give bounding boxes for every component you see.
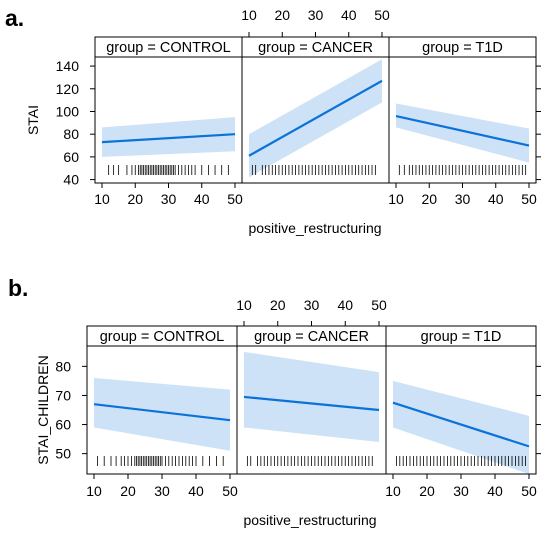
x-tick-label-top: 20 (270, 297, 286, 313)
x-tick-label: 10 (94, 191, 110, 207)
panel-label: a. (5, 5, 24, 31)
fit-line (243, 395, 380, 412)
x-tick-label-top: 30 (304, 297, 320, 313)
x-tick-label: 30 (161, 191, 177, 207)
facet-control: group = CONTROL 10 20 30 40 50 50 60 70 80 (55, 325, 238, 499)
x-tick-label: 20 (127, 191, 143, 207)
confidence-band (396, 103, 529, 163)
x-tick-label: 30 (453, 483, 469, 499)
strip-label: group = T1D (421, 329, 502, 345)
y-tick-label: 100 (56, 103, 80, 119)
strip-label: group = CONTROL (100, 329, 225, 345)
x-tick-label: 50 (222, 483, 238, 499)
y-tick-label: 80 (55, 358, 71, 374)
y-tick-label: 50 (55, 446, 71, 462)
x-tick-label: 10 (385, 483, 401, 499)
x-tick-label-top: 50 (374, 7, 390, 23)
x-tick-label-top: 10 (236, 297, 252, 313)
x-tick-label: 30 (154, 483, 170, 499)
x-tick-label: 50 (227, 191, 243, 207)
strip-label: group = CONTROL (106, 40, 231, 56)
x-tick-label-top: 50 (371, 297, 387, 313)
facet-control: group = CONTROL 10 20 30 40 50 40 60 80 100 120 140 (56, 36, 243, 207)
x-tick-label: 20 (421, 191, 437, 207)
y-tick-label: 70 (55, 387, 71, 403)
fit-line (395, 114, 530, 147)
x-tick-label: 20 (419, 483, 435, 499)
x-axis-title: positive_restructuring (243, 512, 376, 528)
x-tick-label: 40 (194, 191, 210, 207)
fit-line (101, 133, 236, 144)
confidence-band (244, 351, 379, 442)
y-axis-title: STAI_CHILDREN (35, 355, 51, 464)
y-tick-label: 140 (56, 58, 80, 74)
fit-line (392, 401, 530, 448)
confidence-band (94, 378, 230, 451)
strip-label: group = CANCER (254, 329, 369, 345)
x-tick-label: 50 (521, 483, 537, 499)
y-tick-label: 80 (63, 126, 79, 142)
x-tick-label-top: 10 (241, 7, 257, 23)
facet-t1d: group = T1D 10 20 30 40 50 (385, 325, 541, 499)
x-tick-label-top: 30 (308, 7, 324, 23)
fit-line (93, 403, 231, 422)
strip-label: group = T1D (422, 40, 503, 56)
confidence-band (102, 117, 235, 157)
x-tick-label-top: 40 (341, 7, 357, 23)
panel-label: b. (8, 275, 28, 301)
x-tick-label: 40 (488, 191, 504, 207)
y-tick-label: 60 (55, 417, 71, 433)
chart-a: a. group = CONTROL 10 20 30 40 50 40 60 80 100 120 1… (5, 5, 541, 236)
x-tick-label: 10 (388, 191, 404, 207)
y-tick-label: 40 (63, 172, 79, 188)
x-tick-label: 30 (455, 191, 471, 207)
x-tick-label: 40 (487, 483, 503, 499)
x-axis-title: positive_restructuring (248, 220, 381, 236)
confidence-band (393, 380, 529, 474)
x-tick-label: 10 (86, 483, 102, 499)
x-tick-label: 50 (521, 191, 537, 207)
y-tick-label: 120 (56, 81, 80, 97)
fit-line (248, 79, 383, 157)
x-tick-label-top: 20 (274, 7, 290, 23)
x-tick-label: 40 (188, 483, 204, 499)
y-tick-label: 60 (63, 149, 79, 165)
facet-t1d: group = T1D 10 20 30 40 50 (388, 36, 541, 207)
strip-label: group = CANCER (258, 40, 373, 56)
x-tick-label-top: 40 (337, 297, 353, 313)
facet-cancer: group = CANCER 10 20 30 40 50 (241, 7, 390, 184)
y-axis-title: STAI (25, 105, 41, 135)
x-tick-label: 20 (120, 483, 136, 499)
